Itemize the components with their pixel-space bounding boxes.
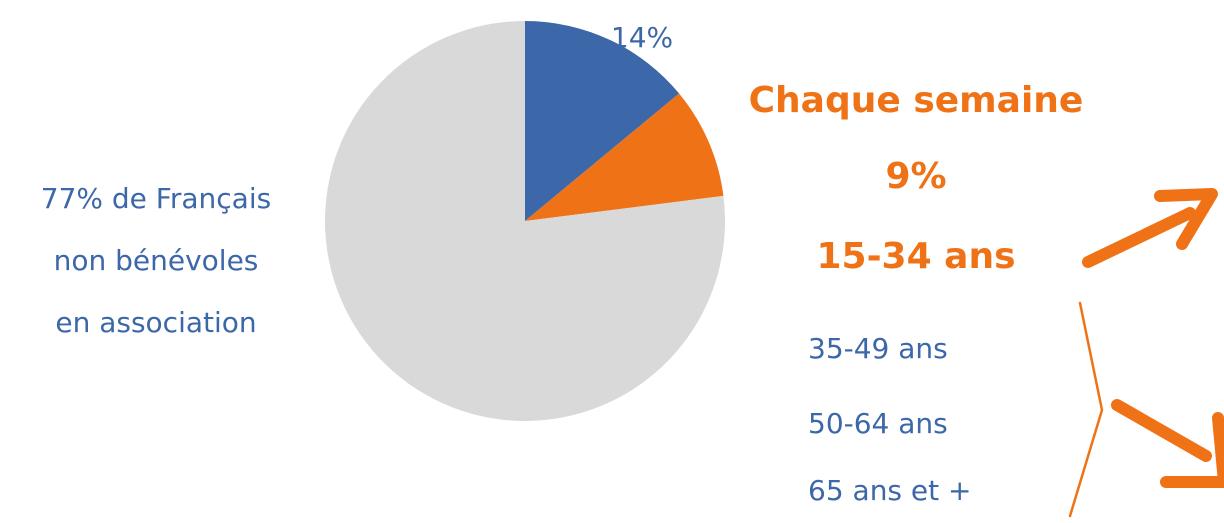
age-group-50-64: 50-64 ans <box>808 407 948 440</box>
weekly-percent: 9% <box>885 156 946 197</box>
age-group-65-plus: 65 ans et + <box>808 474 972 507</box>
pie-slice-chaque-semaine <box>525 93 724 221</box>
arrow-down-right-icon <box>1111 399 1224 488</box>
left-caption-line-1: 77% de Français <box>41 182 271 215</box>
pie-chart <box>324 21 725 422</box>
left-caption: 77% de Français non bénévoles en associa… <box>41 182 271 339</box>
highlight-age: 15-34 ans <box>816 236 1015 277</box>
pie-slice-bénévolat <box>525 21 680 221</box>
pie-data-label-14: 14% <box>611 21 673 54</box>
left-caption-line-2: non bénévoles <box>54 244 259 277</box>
pie-slice-sans-bénévolat <box>324 21 725 422</box>
arrow-up-right-icon <box>1082 188 1218 268</box>
weekly-title: Chaque semaine <box>749 80 1084 121</box>
left-caption-line-3: en association <box>55 306 256 339</box>
right-panel: Chaque semaine 9% 15-34 ans 35-49 ans 50… <box>749 80 1084 507</box>
age-group-35-49: 35-49 ans <box>808 332 948 365</box>
bracket-icon <box>1068 301 1104 518</box>
